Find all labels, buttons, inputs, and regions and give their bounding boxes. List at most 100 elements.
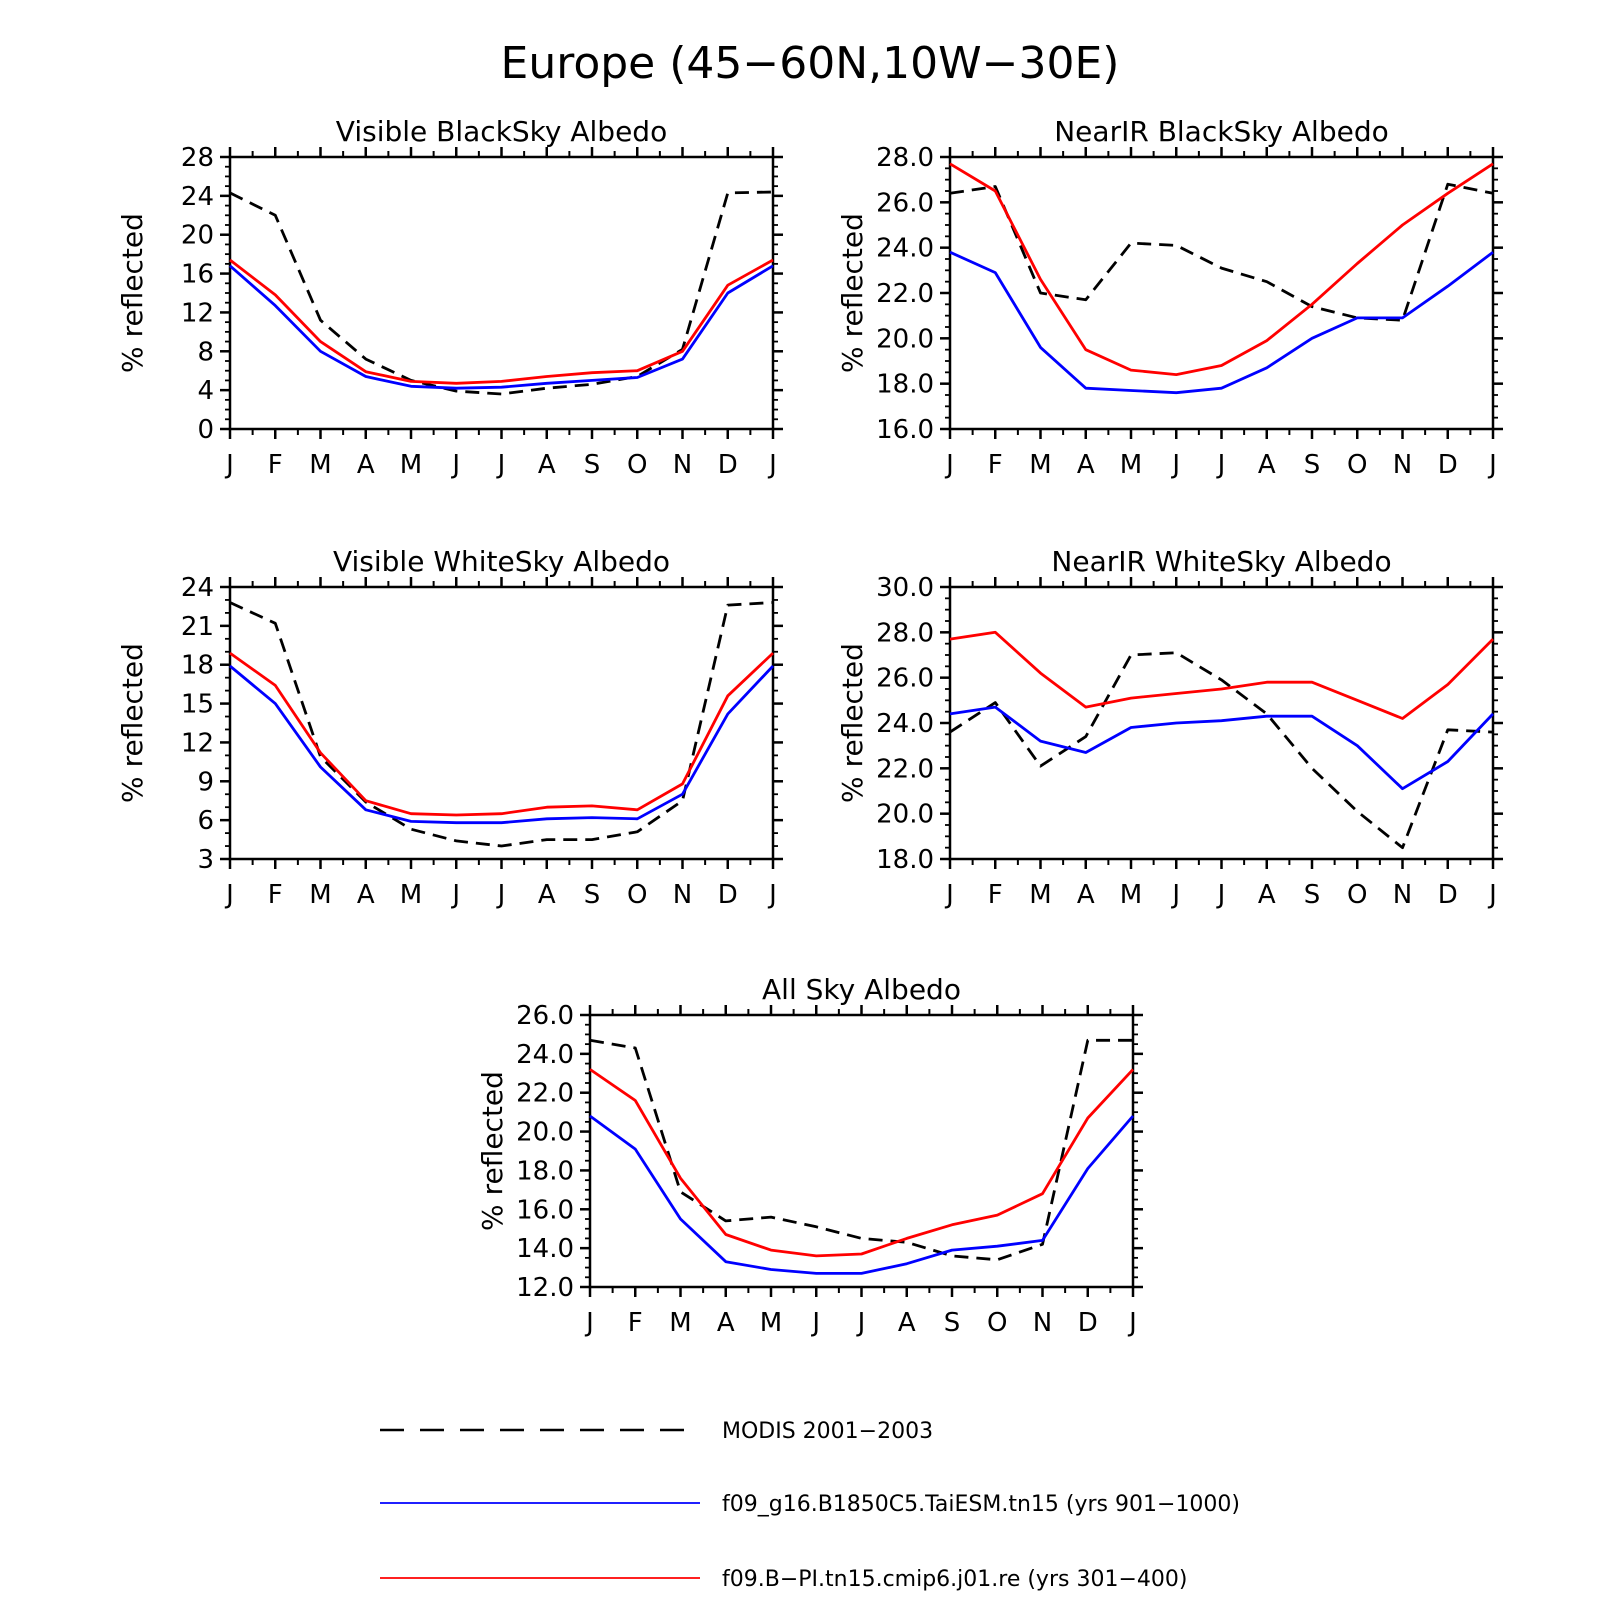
x-tick-label: N xyxy=(673,450,692,480)
y-tick-label: 20.0 xyxy=(516,1118,574,1148)
x-tick-label: A xyxy=(538,450,556,480)
x-tick-label: M xyxy=(1029,880,1051,910)
y-tick-label: 26.0 xyxy=(516,1001,574,1031)
y-tick-label: 20.0 xyxy=(876,800,934,830)
y-tick-label: 12 xyxy=(181,298,214,328)
x-tick-label: D xyxy=(1438,880,1458,910)
x-tick-label: A xyxy=(1258,450,1276,480)
x-tick-label: J xyxy=(224,880,234,910)
y-axis-label: % reflected xyxy=(116,213,149,373)
panel-title: Visible BlackSky Albedo xyxy=(336,115,667,148)
x-tick-label: M xyxy=(760,1308,782,1338)
x-tick-label: M xyxy=(1120,880,1142,910)
x-tick-label: J xyxy=(810,1308,820,1338)
y-tick-label: 16.0 xyxy=(516,1195,574,1225)
x-tick-label: N xyxy=(1393,450,1412,480)
y-tick-label: 21 xyxy=(181,612,214,642)
x-tick-label: S xyxy=(1304,450,1321,480)
y-axis-label: % reflected xyxy=(116,643,149,803)
x-tick-label: N xyxy=(673,880,692,910)
y-tick-label: 16.0 xyxy=(876,415,934,445)
x-tick-label: J xyxy=(496,450,506,480)
series-line-taiesm xyxy=(949,250,1494,395)
series-line-modis xyxy=(229,601,774,848)
series-line-modis xyxy=(229,190,774,396)
x-tick-label: A xyxy=(357,880,375,910)
y-tick-label: 18.0 xyxy=(876,845,934,875)
x-tick-label: J xyxy=(450,880,460,910)
x-tick-label: A xyxy=(538,880,556,910)
x-tick-label: A xyxy=(717,1308,735,1338)
plot-frame xyxy=(588,1013,1135,1289)
x-tick-label: J xyxy=(856,1308,866,1338)
y-tick-label: 26.0 xyxy=(876,664,934,694)
y-tick-label: 20 xyxy=(181,221,214,251)
series-line-cmip6 xyxy=(229,258,774,385)
x-tick-label: N xyxy=(1393,880,1412,910)
y-tick-label: 24 xyxy=(181,182,214,212)
x-tick-label: J xyxy=(944,880,954,910)
y-tick-label: 26.0 xyxy=(876,188,934,218)
x-tick-label: M xyxy=(400,450,422,480)
x-tick-label: J xyxy=(584,1308,594,1338)
x-tick-label: O xyxy=(627,880,647,910)
panel-title: NearIR WhiteSky Albedo xyxy=(1051,545,1391,578)
x-tick-label: N xyxy=(1033,1308,1052,1338)
y-tick-label: 3 xyxy=(197,845,214,875)
series-line-modis xyxy=(949,651,1494,850)
x-tick-label: D xyxy=(1078,1308,1098,1338)
x-tick-label: J xyxy=(450,450,460,480)
x-tick-label: S xyxy=(944,1308,961,1338)
figure-title: Europe (45−60N,10W−30E) xyxy=(501,38,1120,89)
y-tick-label: 8 xyxy=(197,337,214,367)
x-tick-label: A xyxy=(1258,880,1276,910)
y-tick-label: 12 xyxy=(181,728,214,758)
x-tick-label: J xyxy=(496,880,506,910)
y-tick-label: 18.0 xyxy=(876,370,934,400)
series-line-taiesm xyxy=(949,705,1495,791)
panel-title: Visible WhiteSky Albedo xyxy=(333,545,670,578)
x-tick-label: A xyxy=(357,450,375,480)
x-tick-label: O xyxy=(1347,450,1367,480)
series-line-taiesm xyxy=(229,664,775,825)
x-tick-label: J xyxy=(767,880,777,910)
y-tick-label: 9 xyxy=(197,767,214,797)
legend: MODIS 2001−2003 f09_g16.B1850C5.TaiESM.tn… xyxy=(380,1419,1240,1592)
x-tick-label: D xyxy=(718,450,738,480)
series-line-modis xyxy=(589,1038,1133,1262)
y-tick-label: 30.0 xyxy=(876,573,934,603)
series-line-cmip6 xyxy=(949,630,1494,720)
x-tick-label: F xyxy=(628,1308,643,1338)
x-tick-label: M xyxy=(309,450,331,480)
series-line-taiesm xyxy=(589,1114,1135,1275)
legend-label: f09_g16.B1850C5.TaiESM.tn15 (yrs 901−100… xyxy=(722,1492,1240,1517)
x-tick-label: M xyxy=(400,880,422,910)
x-tick-label: S xyxy=(584,450,601,480)
x-tick-label: J xyxy=(1487,450,1497,480)
x-tick-label: D xyxy=(718,880,738,910)
plot-frame xyxy=(948,585,1495,861)
x-tick-label: D xyxy=(1438,450,1458,480)
panel-title: NearIR BlackSky Albedo xyxy=(1054,115,1389,148)
x-tick-label: F xyxy=(988,450,1003,480)
series-line-taiesm xyxy=(229,264,774,390)
y-tick-label: 28 xyxy=(181,143,214,173)
x-tick-label: M xyxy=(1120,450,1142,480)
y-tick-label: 14.0 xyxy=(516,1234,574,1264)
x-tick-label: J xyxy=(767,450,777,480)
y-tick-label: 4 xyxy=(197,376,214,406)
y-tick-label: 24.0 xyxy=(876,234,934,264)
x-tick-label: S xyxy=(1304,880,1321,910)
series-line-cmip6 xyxy=(949,162,1494,377)
y-tick-label: 18.0 xyxy=(516,1156,574,1186)
legend-label: f09.B−PI.tn15.cmip6.j01.re (yrs 301−400) xyxy=(722,1567,1187,1592)
x-tick-label: J xyxy=(1170,450,1180,480)
x-tick-label: J xyxy=(1487,880,1497,910)
x-tick-label: F xyxy=(268,880,283,910)
